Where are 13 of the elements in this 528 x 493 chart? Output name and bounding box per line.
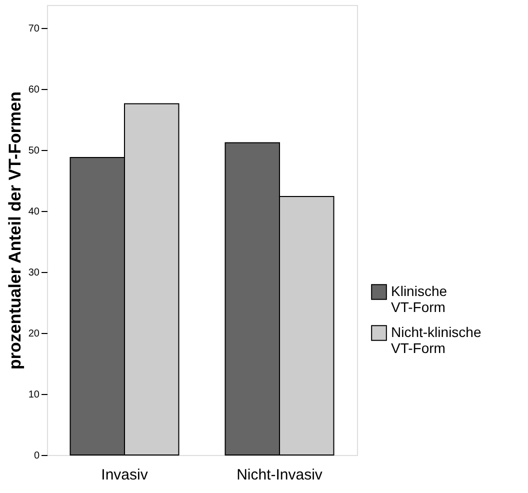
legend-label: Klinische VT-Form [391,283,448,315]
y-tick-label: 0 [34,450,40,462]
y-tick-label: 10 [28,390,40,401]
y-tick-label: 40 [28,206,40,218]
legend-label: Nicht-klinische VT-Form [391,324,482,356]
y-tick-label: 50 [28,146,40,157]
y-axis-title: prozentualer Anteil der VT-Formen [5,91,24,370]
y-tick-label: 20 [28,328,40,340]
y-tick-label: 70 [28,24,40,35]
y-tick-label: 60 [28,84,40,96]
x-tick-label: Invasiv [101,466,148,484]
x-tick-label: Nicht-Invasiv [236,466,323,484]
y-tick-label: 30 [28,268,40,279]
